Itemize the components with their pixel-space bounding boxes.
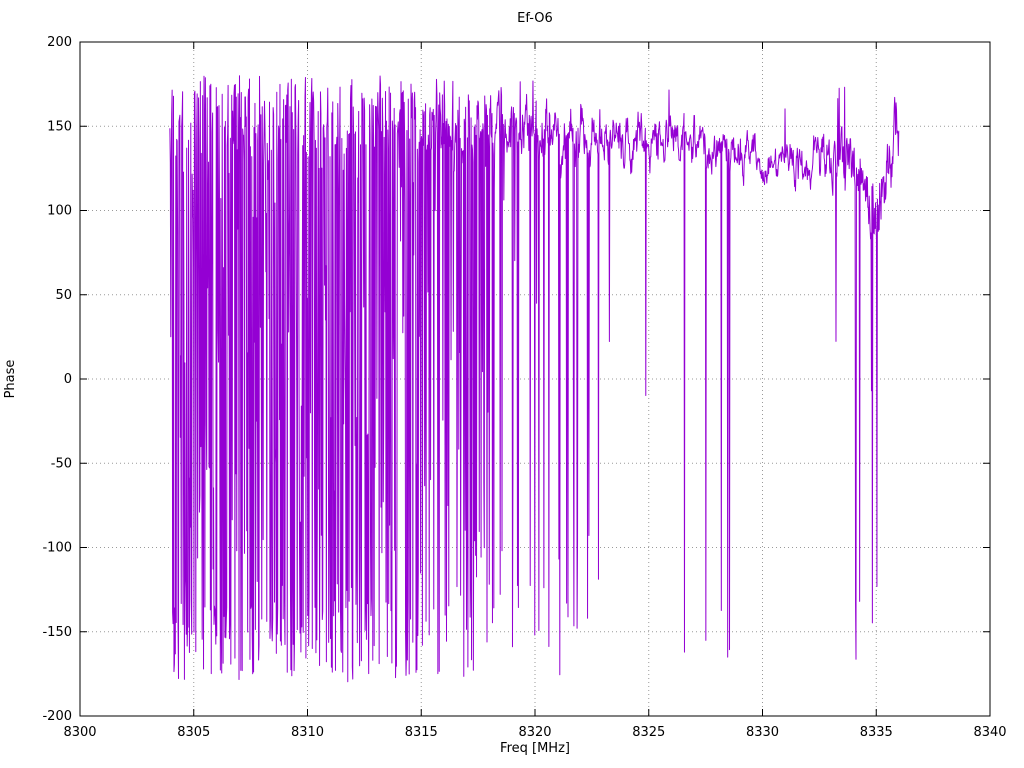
- x-tick-label: 8300: [63, 725, 96, 740]
- x-tick-label: 8325: [632, 725, 665, 740]
- x-tick-label: 8340: [973, 725, 1006, 740]
- y-tick-label: 100: [47, 204, 72, 219]
- chart-title: Ef-O6: [517, 11, 553, 26]
- x-tick-label: 8320: [518, 725, 551, 740]
- y-tick-label: 50: [55, 288, 72, 303]
- y-tick-label: -150: [42, 625, 72, 640]
- y-tick-label: 200: [47, 35, 72, 50]
- y-tick-label: -100: [42, 541, 72, 556]
- labels-layer: Ef-O6 Freq [MHz] Phase: [3, 11, 570, 756]
- x-axis-label: Freq [MHz]: [500, 741, 570, 756]
- x-tick-label: 8335: [860, 725, 893, 740]
- y-tick-label: -200: [42, 709, 72, 724]
- axes-layer: 8300 8305 8310 8315 8320 8325 8330 8335 8340 -200…: [42, 35, 1006, 740]
- series-layer: [169, 75, 900, 683]
- y-tick-label: 0: [64, 372, 72, 387]
- phase-data-line: [169, 75, 900, 683]
- y-tick-label: 150: [47, 119, 72, 134]
- x-tick-label: 8305: [177, 725, 210, 740]
- x-tick-label: 8330: [746, 725, 779, 740]
- x-tick-label: 8310: [291, 725, 324, 740]
- y-tick-label: -50: [51, 456, 72, 471]
- x-tick-label: 8315: [405, 725, 438, 740]
- y-axis-label: Phase: [3, 360, 18, 399]
